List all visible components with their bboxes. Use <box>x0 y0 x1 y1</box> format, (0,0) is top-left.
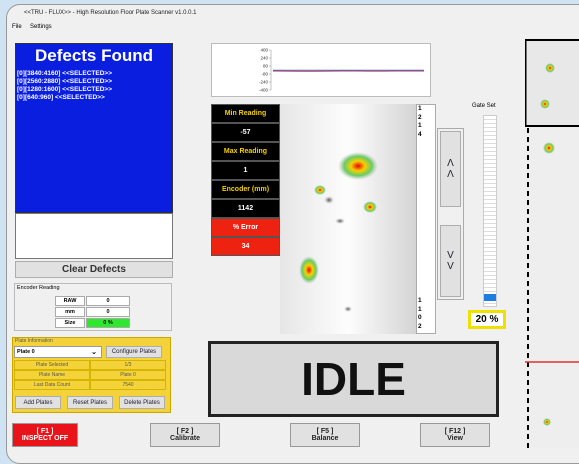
plate-value: 1/3 <box>90 360 166 370</box>
scan-background <box>280 104 416 334</box>
plate-label: Plate Selected <box>14 360 90 370</box>
strip-blob <box>543 142 555 154</box>
arrow-glyph: Λ <box>447 169 454 180</box>
defects-list[interactable]: [0][3840:4160] <<SELECTED>>[0][2560:2880… <box>17 70 171 210</box>
plate-button[interactable]: Reset Plates <box>67 396 113 409</box>
scan-digit: 1 <box>418 105 422 112</box>
function-key[interactable]: [ F1 ]INSPECT OFF <box>12 423 78 447</box>
clear-defects-button[interactable]: Clear Defects <box>15 261 173 278</box>
defect-blob <box>363 201 377 213</box>
scan-digit: 1 <box>418 306 422 313</box>
encoder-value: 0 % <box>86 318 130 328</box>
plate-selector-text: Plate 0 <box>17 349 35 355</box>
scan-digit: 1 <box>418 122 422 129</box>
strip-blob <box>540 99 550 109</box>
scan-digit: 4 <box>418 131 422 138</box>
function-key-code: [ F5 ] <box>317 428 334 435</box>
encoder-label: RAW <box>55 296 85 306</box>
reading-value: 1142 <box>211 199 280 218</box>
y-tick-label: 80 <box>263 64 269 69</box>
function-key[interactable]: [ F12 ]View <box>420 423 490 447</box>
function-key-code: [ F1 ] <box>37 428 54 435</box>
reading-value: 1 <box>211 161 280 180</box>
plate-title: Plate Information <box>15 338 53 344</box>
encoder-label: Size <box>55 318 85 328</box>
configure-plates-button[interactable]: Configure Plates <box>106 346 162 358</box>
reading-label: Min Reading <box>211 104 280 123</box>
plate-button[interactable]: Delete Plates <box>119 396 165 409</box>
status-box: IDLE <box>208 341 499 417</box>
dropdown-arrow: ⌄ <box>91 348 97 356</box>
function-key[interactable]: [ F5 ]Balance <box>290 423 360 447</box>
scan-digit: 0 <box>418 314 422 321</box>
gate-label: Gate Set <box>472 103 496 109</box>
function-key[interactable]: [ F2 ]Calibrate <box>150 423 220 447</box>
scan-digit: 2 <box>418 114 422 121</box>
arrow-glyph: V <box>447 261 454 272</box>
plate-button[interactable]: Add Plates <box>15 396 61 409</box>
defect-item[interactable]: [0][640:960] <<SELECTED>> <box>17 94 171 102</box>
reading-value: 34 <box>211 237 280 256</box>
defect-blob <box>314 185 326 195</box>
defect-item[interactable]: [0][1280:1600] <<SELECTED>> <box>17 86 171 94</box>
y-tick-label: -80 <box>261 72 268 77</box>
reading-label: Max Reading <box>211 142 280 161</box>
encoder-title: Encoder Reading <box>17 285 60 291</box>
strip-selection <box>526 40 579 126</box>
strip-blob <box>545 63 555 73</box>
plate-selector[interactable]: Plate 0 ⌄ <box>14 346 102 358</box>
window-title: <<TRU - FLUX>> - High Resolution Floor P… <box>24 10 196 16</box>
function-key-label: View <box>447 435 463 442</box>
y-tick-label: -240 <box>259 80 269 85</box>
strip-blob <box>543 418 551 426</box>
plate-label: Last Data Count <box>14 380 90 390</box>
plate-value: Plate 0 <box>90 370 166 380</box>
function-key-label: Calibrate <box>170 435 200 442</box>
defect-item[interactable]: [0][2560:2880] <<SELECTED>> <box>17 78 171 86</box>
gate-slider-track[interactable] <box>483 115 497 307</box>
function-key-label: INSPECT OFF <box>22 435 68 442</box>
scan-image <box>280 104 416 334</box>
overview-strip <box>525 38 579 448</box>
scan-digit: 1 <box>418 297 422 304</box>
y-tick-label: 400 <box>260 48 268 53</box>
encoder-value: 0 <box>86 296 130 306</box>
menu-file[interactable]: File <box>12 24 22 30</box>
arrow-glyph: Λ <box>447 158 454 169</box>
defects-title: Defects Found <box>15 45 173 67</box>
function-key-label: Balance <box>312 435 339 442</box>
defect-detail <box>15 213 173 259</box>
function-key-code: [ F12 ] <box>445 428 466 435</box>
page: <<TRU - FLUX>> - High Resolution Floor P… <box>0 0 579 446</box>
defect-blob <box>299 256 319 284</box>
plate-label: Plate Name <box>14 370 90 380</box>
encoder-label: mm <box>55 307 85 317</box>
scan-shadow <box>344 306 352 312</box>
defect-blob <box>338 152 378 180</box>
menu-settings[interactable]: Settings <box>30 24 52 30</box>
function-key-code: [ F2 ] <box>177 428 194 435</box>
plate-value: 7540 <box>90 380 166 390</box>
scan-digit: 2 <box>418 323 422 330</box>
y-tick-label: -400 <box>259 88 269 93</box>
reading-value: -57 <box>211 123 280 142</box>
scan-shadow <box>335 218 345 224</box>
y-tick-label: 240 <box>260 56 268 61</box>
gate-slider-thumb[interactable] <box>484 294 496 301</box>
reading-label: % Error <box>211 218 280 237</box>
arrow-glyph: V <box>447 250 454 261</box>
reading-label: Encoder (mm) <box>211 180 280 199</box>
scan-shadow <box>324 196 334 204</box>
mini-chart: 400 240 80 -80 -240 -400 <box>211 43 431 97</box>
gate-value: 20 % <box>468 310 506 329</box>
defect-item[interactable]: [0][3840:4160] <<SELECTED>> <box>17 70 171 78</box>
encoder-value: 0 <box>86 307 130 317</box>
